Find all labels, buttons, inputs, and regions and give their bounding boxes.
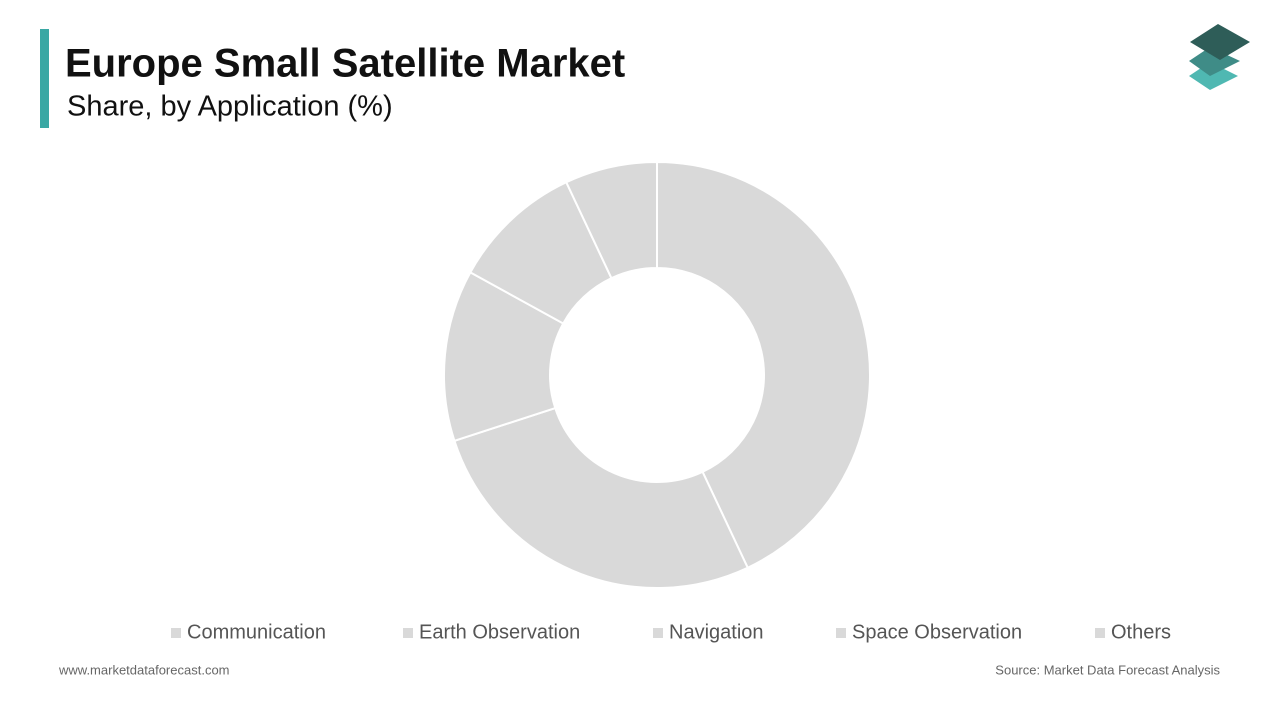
legend-label: Others <box>1111 621 1171 643</box>
source: Source: Market Data Forecast Analysis <box>995 662 1220 677</box>
legend-label: Communication <box>187 621 326 643</box>
legend-marker <box>653 628 663 638</box>
logo <box>1189 24 1250 90</box>
title-accent <box>40 29 49 128</box>
chart-title: Europe Small Satellite Market <box>65 42 625 86</box>
legend-marker <box>836 628 846 638</box>
legend-label: Navigation <box>669 621 764 643</box>
slice <box>656 160 871 570</box>
legend-marker <box>171 628 181 638</box>
slice <box>453 406 750 589</box>
website: www.marketdataforecast.com <box>58 662 230 677</box>
chart-subtitle: Share, by Application (%) <box>67 91 393 123</box>
legend-label: Earth Observation <box>419 621 580 643</box>
slice <box>564 160 658 280</box>
legend-marker <box>403 628 413 638</box>
legend-label: Space Observation <box>852 621 1022 643</box>
legend-marker <box>1095 628 1105 638</box>
